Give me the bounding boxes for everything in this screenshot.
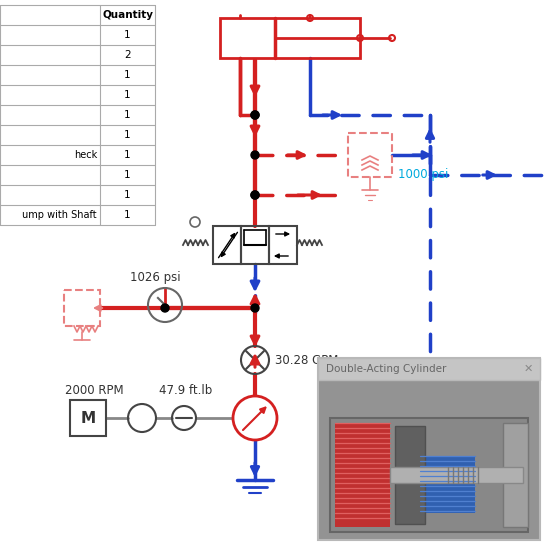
Bar <box>70 400 106 436</box>
Circle shape <box>251 304 259 312</box>
Bar <box>64 290 100 326</box>
Circle shape <box>251 191 259 199</box>
Text: Quantity: Quantity <box>102 10 153 20</box>
Bar <box>335 423 390 527</box>
Bar <box>318 358 540 540</box>
Text: 30.28 GPM: 30.28 GPM <box>275 354 338 366</box>
Bar <box>213 226 241 264</box>
Circle shape <box>251 111 259 119</box>
Text: ✕: ✕ <box>523 364 532 374</box>
Circle shape <box>251 151 259 159</box>
Text: Double-Acting Cylinder: Double-Acting Cylinder <box>326 364 446 374</box>
Bar <box>269 226 297 264</box>
Text: heck: heck <box>74 150 97 160</box>
Circle shape <box>251 111 259 119</box>
Text: 1: 1 <box>124 110 131 120</box>
Text: 2: 2 <box>124 50 131 60</box>
Text: 1: 1 <box>124 170 131 180</box>
Text: 1: 1 <box>124 70 131 80</box>
Text: M: M <box>81 410 95 426</box>
Bar <box>318 358 540 380</box>
Bar <box>395 426 425 524</box>
Bar <box>330 418 528 532</box>
Circle shape <box>251 191 259 199</box>
Bar <box>348 133 392 177</box>
Text: 1000 psi: 1000 psi <box>398 168 449 181</box>
Circle shape <box>161 304 169 312</box>
Bar <box>503 423 528 527</box>
Bar <box>420 456 475 513</box>
Text: 1: 1 <box>124 30 131 40</box>
Text: 1: 1 <box>124 190 131 200</box>
Text: 47.9 ft.lb: 47.9 ft.lb <box>159 384 212 397</box>
Bar <box>220 18 360 58</box>
Bar <box>241 226 269 264</box>
Text: 1: 1 <box>124 210 131 220</box>
Text: 1026 psi: 1026 psi <box>130 270 180 283</box>
Bar <box>390 467 523 483</box>
Text: 1: 1 <box>124 150 131 160</box>
Text: ump with Shaft: ump with Shaft <box>22 210 97 220</box>
Circle shape <box>233 396 277 440</box>
Text: 1: 1 <box>124 130 131 140</box>
Text: 2000 RPM: 2000 RPM <box>65 384 124 397</box>
Bar <box>338 392 383 408</box>
Text: 1: 1 <box>124 90 131 100</box>
